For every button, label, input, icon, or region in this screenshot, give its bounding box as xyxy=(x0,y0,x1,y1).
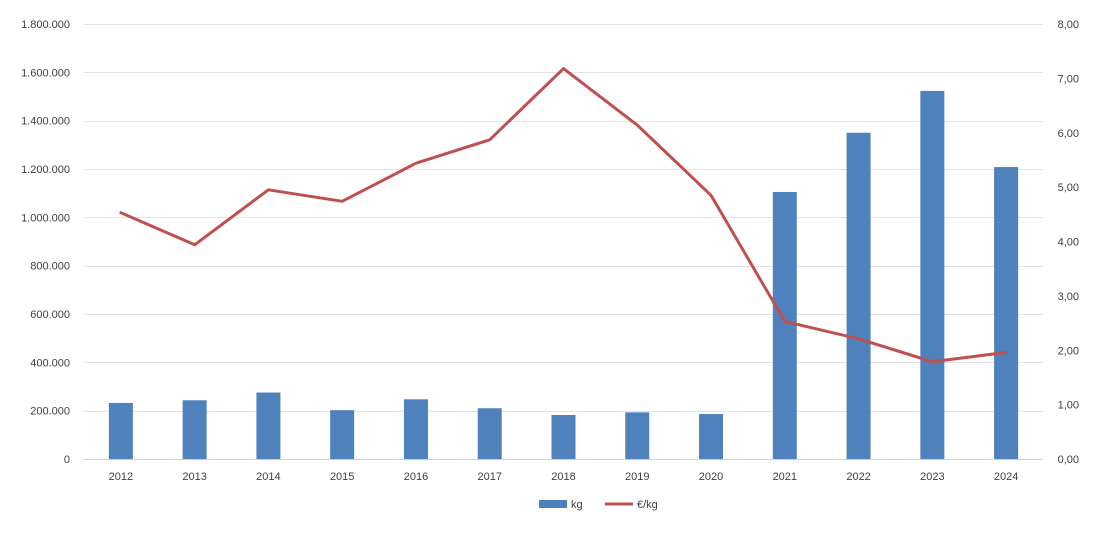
bar-2014 xyxy=(256,392,281,459)
left-tick-label: 600.000 xyxy=(30,309,70,321)
x-tick-label: 2014 xyxy=(256,471,280,483)
right-tick-label: 7,00 xyxy=(1058,73,1079,85)
left-tick-label: 1.400.000 xyxy=(21,116,70,128)
bar-2022 xyxy=(846,132,871,459)
x-tick-label: 2022 xyxy=(846,471,870,483)
right-tick-label: 3,00 xyxy=(1058,291,1079,303)
left-tick-label: 0 xyxy=(64,454,70,466)
x-tick-label: 2012 xyxy=(109,471,133,483)
x-tick-label: 2019 xyxy=(625,471,649,483)
x-tick-label: 2016 xyxy=(404,471,428,483)
x-tick-label: 2015 xyxy=(330,471,354,483)
bar-series-kg xyxy=(108,90,1019,460)
right-tick-label: 4,00 xyxy=(1058,237,1079,249)
x-tick-label: 2023 xyxy=(920,471,944,483)
bar-2015 xyxy=(330,410,355,459)
line-series-eur-per-kg xyxy=(119,67,1008,364)
bar-2016 xyxy=(403,399,428,459)
bar-2021 xyxy=(772,191,797,460)
bar-2018 xyxy=(551,415,576,459)
right-tick-label: 2,00 xyxy=(1058,345,1079,357)
left-tick-label: 1.000.000 xyxy=(21,212,70,224)
line-path xyxy=(119,67,1008,364)
left-tick-label: 1.600.000 xyxy=(21,67,70,79)
left-tick-label: 1.800.000 xyxy=(21,19,70,31)
x-tick-label: 2024 xyxy=(994,471,1018,483)
right-axis-ticks: 0,00 1,00 2,00 3,00 4,00 5,00 6,00 7,00 8,00 xyxy=(1058,19,1079,466)
left-tick-label: 200.000 xyxy=(30,406,70,418)
x-axis-ticks: 2012 2013 2014 2015 2016 2017 2018 2019 2020 2021… xyxy=(109,471,1019,483)
bar-2012 xyxy=(108,402,133,459)
right-tick-label: 8,00 xyxy=(1058,19,1079,31)
bar-2019 xyxy=(625,412,650,459)
right-tick-label: 0,00 xyxy=(1058,454,1079,466)
legend-label-kg: kg xyxy=(571,499,583,511)
left-tick-label: 400.000 xyxy=(30,357,70,369)
left-axis-ticks: 0 200.000 400.000 600.000 800.000 1.000.000 1.… xyxy=(21,19,70,466)
left-tick-label: 1.200.000 xyxy=(21,164,70,176)
x-tick-label: 2018 xyxy=(551,471,575,483)
x-tick-label: 2021 xyxy=(773,471,797,483)
legend-swatch-kg xyxy=(539,500,567,508)
x-tick-label: 2017 xyxy=(477,471,501,483)
right-tick-label: 6,00 xyxy=(1058,128,1079,140)
legend: kg €/kg xyxy=(539,499,658,511)
gridlines xyxy=(84,24,1043,460)
x-tick-label: 2020 xyxy=(699,471,723,483)
bar-2020 xyxy=(699,414,724,459)
bar-2024 xyxy=(994,167,1019,460)
bar-2023 xyxy=(920,90,945,460)
x-tick-label: 2013 xyxy=(182,471,206,483)
right-tick-label: 5,00 xyxy=(1058,182,1079,194)
bar-2013 xyxy=(182,400,207,459)
right-tick-label: 1,00 xyxy=(1058,400,1079,412)
legend-label-eur-per-kg: €/kg xyxy=(637,499,658,511)
left-tick-label: 800.000 xyxy=(30,261,70,273)
bar-2017 xyxy=(477,408,502,459)
